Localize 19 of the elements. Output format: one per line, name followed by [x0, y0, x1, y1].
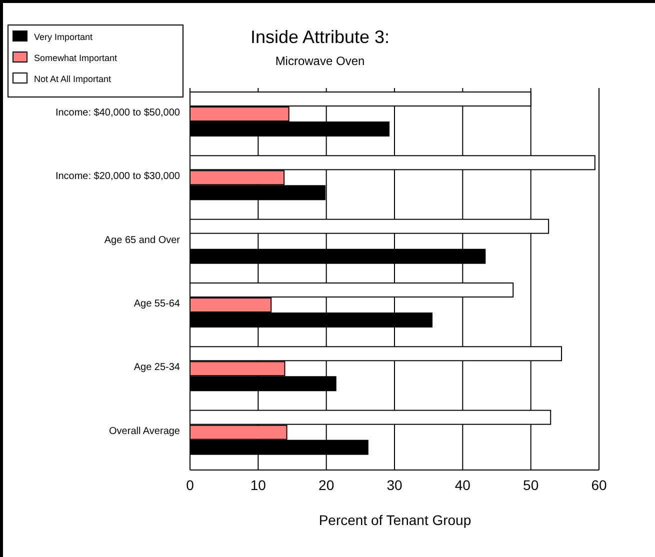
- x-axis-title: Percent of Tenant Group: [318, 512, 472, 528]
- y-tick-label: Income: $20,000 to $30,000: [55, 171, 180, 182]
- legend-label: Very Important: [34, 32, 94, 42]
- x-tick-label: 60: [591, 477, 607, 493]
- x-tick-label: 0: [186, 477, 194, 493]
- x-tick-label: 20: [318, 477, 334, 493]
- y-tick-label: Age 25-34: [134, 362, 180, 374]
- y-tick-label: Income: $40,000 to $50,000: [55, 108, 180, 118]
- chart-subtitle: Microwave Oven: [275, 54, 365, 68]
- chart-title: Inside Attribute 3:: [250, 27, 390, 47]
- x-tick-label: 30: [386, 477, 402, 493]
- y-tick-label: Age 65 and Over: [104, 234, 181, 246]
- legend-label: Somewhat Important: [34, 53, 118, 63]
- x-tick-label: 10: [250, 477, 266, 493]
- x-tick-label: 50: [523, 477, 539, 493]
- y-tick-label: Overall Average: [109, 426, 180, 437]
- legend-label: Not At All Important: [34, 74, 112, 84]
- x-tick-label: 40: [454, 477, 471, 493]
- y-tick-label: Age 55-64: [134, 298, 180, 310]
